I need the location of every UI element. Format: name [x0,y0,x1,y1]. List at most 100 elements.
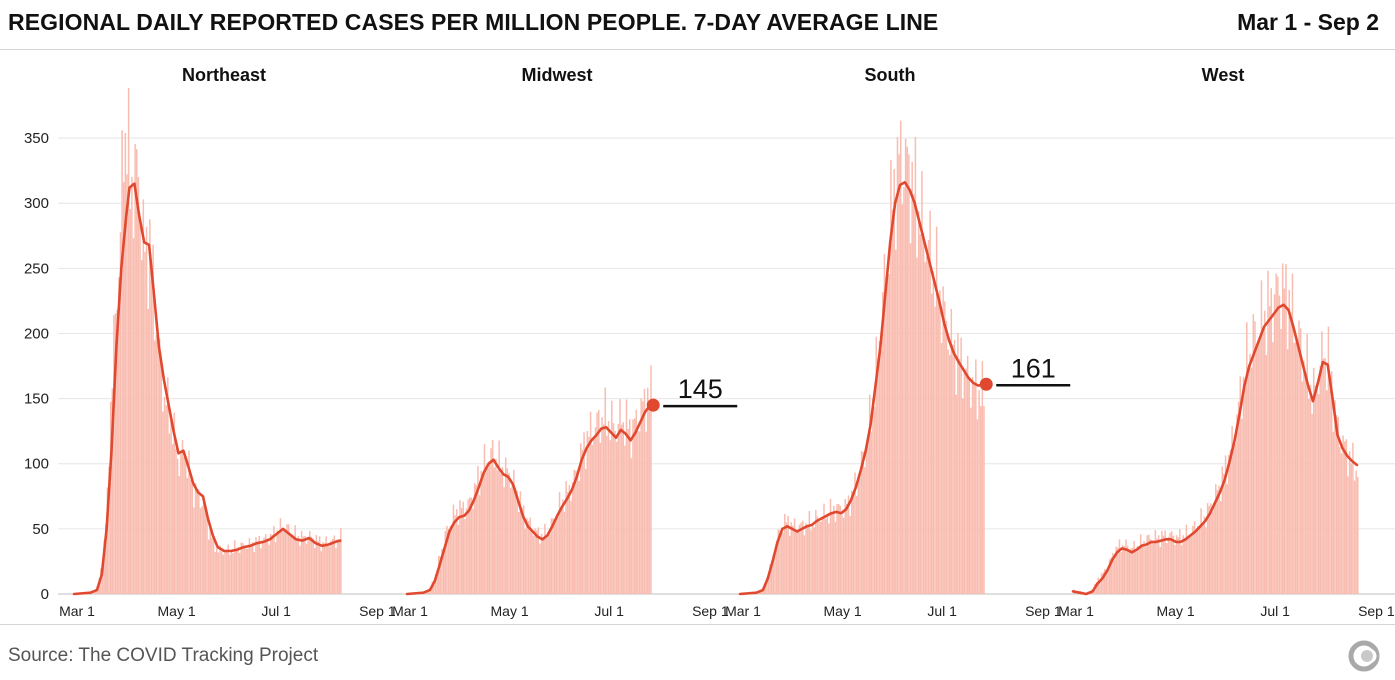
daily-bar [930,293,933,594]
daily-bar [1218,485,1220,594]
daily-bar [171,444,174,594]
daily-bar [1321,331,1323,594]
daily-bar [953,339,956,594]
daily-bar [454,515,456,594]
daily-bar [242,543,244,594]
daily-bar [336,539,339,594]
daily-bar [973,383,975,594]
y-tick-label: 50 [32,521,49,538]
daily-bar [204,508,207,594]
daily-bar [583,432,585,594]
daily-bar [880,349,882,594]
daily-bar [181,439,184,594]
daily-bar [578,481,580,594]
daily-bar [317,541,319,594]
daily-bar [212,534,215,594]
daily-bar [942,286,944,594]
daily-bar [328,546,331,594]
daily-bar [550,518,553,594]
daily-bar [808,510,811,594]
daily-bar [238,552,241,594]
panel-title: Midwest [521,65,592,85]
x-tick-label: Mar 1 [59,603,95,619]
daily-bar [1332,431,1335,594]
daily-bar [211,537,213,594]
daily-bar [1170,531,1173,594]
daily-bar [230,549,233,594]
daily-bar [833,505,835,594]
daily-bar [1275,273,1277,594]
daily-bar [1283,288,1286,594]
daily-bar [1164,530,1166,594]
daily-bar [1208,506,1210,594]
daily-bar [1319,365,1321,594]
daily-bar [444,531,447,594]
daily-bar [1324,357,1326,594]
daily-bar [206,517,208,594]
daily-bar [957,333,959,594]
daily-bar [1314,385,1317,594]
daily-bar [932,271,935,594]
daily-bar [506,468,509,594]
daily-bar [535,530,538,594]
daily-bar [307,538,309,594]
daily-bar [1130,548,1132,594]
daily-bar [439,556,442,594]
daily-bar [829,498,832,594]
daily-bar [855,495,858,594]
daily-bar [898,154,900,595]
daily-bar [194,483,197,594]
daily-bar [836,504,838,594]
daily-bar [857,480,860,594]
daily-bar [312,538,314,594]
daily-bar [152,245,154,595]
daily-bar [888,274,891,594]
seven-day-average-line [405,403,652,596]
daily-bar [229,554,231,594]
daily-bar [1118,539,1121,594]
daily-bar [237,546,239,594]
daily-bar [826,513,829,594]
daily-bar [1203,516,1206,594]
daily-bar [885,277,887,594]
daily-bar [1190,534,1193,594]
daily-bar [276,530,278,594]
x-tick-label: Mar 1 [392,603,428,619]
daily-bar [926,256,928,594]
daily-bar [950,308,953,594]
daily-bar [642,401,644,594]
daily-bar [1241,418,1243,594]
daily-bar [1195,532,1197,594]
daily-bar [139,224,141,594]
daily-bar [521,507,523,594]
daily-bar [862,452,864,594]
daily-bar [1353,480,1356,594]
y-tick-label: 150 [24,391,49,408]
daily-bar [1215,484,1217,594]
daily-bar [1306,333,1308,594]
daily-bar [1099,579,1101,594]
daily-bar [496,470,499,594]
daily-bar [945,321,948,594]
daily-bar [240,542,243,594]
daily-bar [269,534,272,594]
daily-bar [473,483,476,594]
daily-bar [1156,538,1158,594]
daily-bar [225,549,228,594]
daily-bar [469,497,471,594]
daily-bar [609,440,611,594]
daily-bar [1232,441,1235,594]
daily-bar [292,538,295,594]
daily-bar [511,484,513,594]
daily-bar [899,120,902,594]
daily-bar [475,485,478,594]
daily-bar [1213,502,1215,594]
daily-bar [1139,534,1142,594]
x-tick-label: Jul 1 [261,603,291,619]
daily-bar [1197,525,1199,594]
daily-bar [1201,523,1204,594]
daily-bar [890,159,892,594]
daily-bar [865,444,868,594]
daily-bar [140,259,143,594]
daily-bar [498,440,500,594]
